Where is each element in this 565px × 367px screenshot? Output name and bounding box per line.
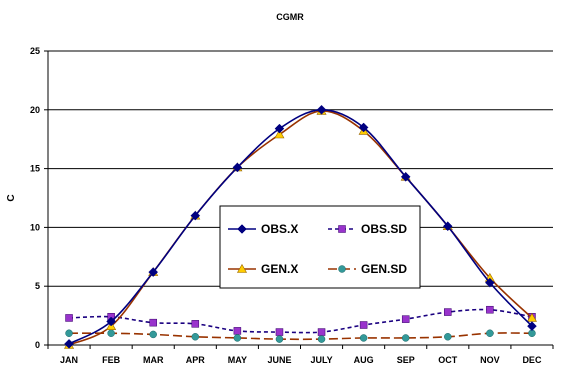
point-obs-x-jan — [64, 338, 74, 349]
point-obs-x-may — [232, 162, 243, 173]
x-tick-label-may: MAY — [228, 355, 247, 365]
x-tick-label-june: JUNE — [267, 355, 291, 365]
legend-label-gen-x: GEN.X — [261, 262, 298, 276]
axis-layer: 0 5 10 15 20 25 JAN FEB MAR APR MAY JUNE JULY AUG SEP O… — [30, 46, 554, 365]
point-gen-sd-jan — [65, 329, 73, 337]
series-line-obs-x — [68, 108, 533, 345]
x-tick-label-sep: SEP — [397, 355, 415, 365]
legend-item-gen-sd: GEN.SD — [328, 262, 407, 276]
legend-label-obs-x: OBS.X — [261, 222, 298, 236]
legend-swatch-marker — [338, 225, 346, 233]
legend-label-obs-sd: OBS.SD — [361, 222, 407, 236]
point-obs-sd-aug — [359, 321, 368, 329]
legend-swatch-marker — [236, 263, 248, 273]
x-tick-label-jan: JAN — [60, 355, 78, 365]
point-obs-sd-jan — [65, 314, 73, 322]
series-gen-sd — [65, 329, 536, 343]
y-tick-label: 10 — [30, 222, 40, 232]
legend-label-gen-sd: GEN.SD — [361, 262, 407, 276]
point-gen-sd-oct — [444, 333, 452, 341]
series-obs-sd — [65, 305, 536, 336]
x-tick-label-aug: AUG — [354, 355, 374, 365]
y-tick-label: 0 — [35, 340, 40, 350]
x-tick-label-feb: FEB — [102, 355, 121, 365]
point-obs-sd-may — [233, 327, 242, 335]
legend-box — [219, 205, 421, 289]
series-obs-x — [64, 104, 537, 349]
x-tick-label-oct: OCT — [438, 355, 458, 365]
point-obs-x-july — [316, 104, 327, 115]
series-line-obs-sd — [69, 308, 533, 334]
point-gen-sd-june — [275, 335, 284, 343]
point-obs-sd-nov — [486, 305, 494, 314]
y-tick-label: 15 — [30, 164, 40, 174]
legend-swatch-marker — [237, 224, 247, 234]
point-obs-x-sep — [400, 171, 411, 182]
point-obs-sd-june — [275, 328, 284, 336]
x-tick-label-apr: APR — [186, 355, 206, 365]
legend: OBS.X OBS.SD GEN.X GEN.SD — [219, 205, 421, 289]
series-line-gen-sd — [69, 332, 532, 341]
y-tick-label: 25 — [30, 46, 40, 56]
legend-item-obs-x: OBS.X — [228, 222, 298, 236]
point-gen-sd-apr — [191, 333, 200, 341]
legend-item-gen-x: GEN.X — [228, 262, 298, 276]
chart-title: CGMR — [276, 12, 304, 22]
y-tick-label: 5 — [35, 281, 40, 291]
point-gen-sd-feb — [107, 329, 115, 337]
point-obs-x-dec — [527, 321, 537, 332]
point-obs-sd-sep — [401, 315, 410, 323]
legend-swatch-marker — [338, 265, 346, 273]
x-tick-label-nov: NOV — [480, 355, 500, 365]
legend-item-obs-sd: OBS.SD — [328, 222, 407, 236]
point-obs-x-feb — [106, 316, 116, 327]
y-tick-label: 20 — [30, 105, 40, 115]
point-obs-x-aug — [358, 122, 369, 133]
point-gen-sd-nov — [486, 329, 494, 337]
x-tick-label-july: JULY — [310, 355, 332, 365]
x-tick-label-mar: MAR — [143, 355, 164, 365]
point-gen-sd-aug — [359, 334, 368, 342]
point-obs-sd-mar — [149, 318, 157, 327]
x-tick-label-dec: DEC — [522, 355, 542, 365]
point-gen-sd-mar — [149, 330, 157, 339]
point-obs-x-june — [274, 123, 285, 134]
point-obs-x-oct — [442, 221, 453, 232]
point-obs-sd-july — [317, 328, 326, 336]
point-gen-x-june — [274, 129, 285, 139]
point-obs-x-mar — [148, 267, 159, 277]
point-gen-sd-may — [233, 334, 242, 342]
series-layer — [64, 104, 537, 349]
point-obs-x-apr — [190, 210, 201, 221]
point-gen-sd-sep — [401, 334, 410, 342]
grid-layer — [48, 50, 553, 287]
y-axis-title: C — [6, 194, 17, 201]
point-obs-sd-oct — [444, 308, 452, 316]
point-obs-sd-apr — [191, 320, 200, 328]
point-obs-x-nov — [485, 277, 495, 288]
point-gen-sd-july — [317, 335, 326, 343]
